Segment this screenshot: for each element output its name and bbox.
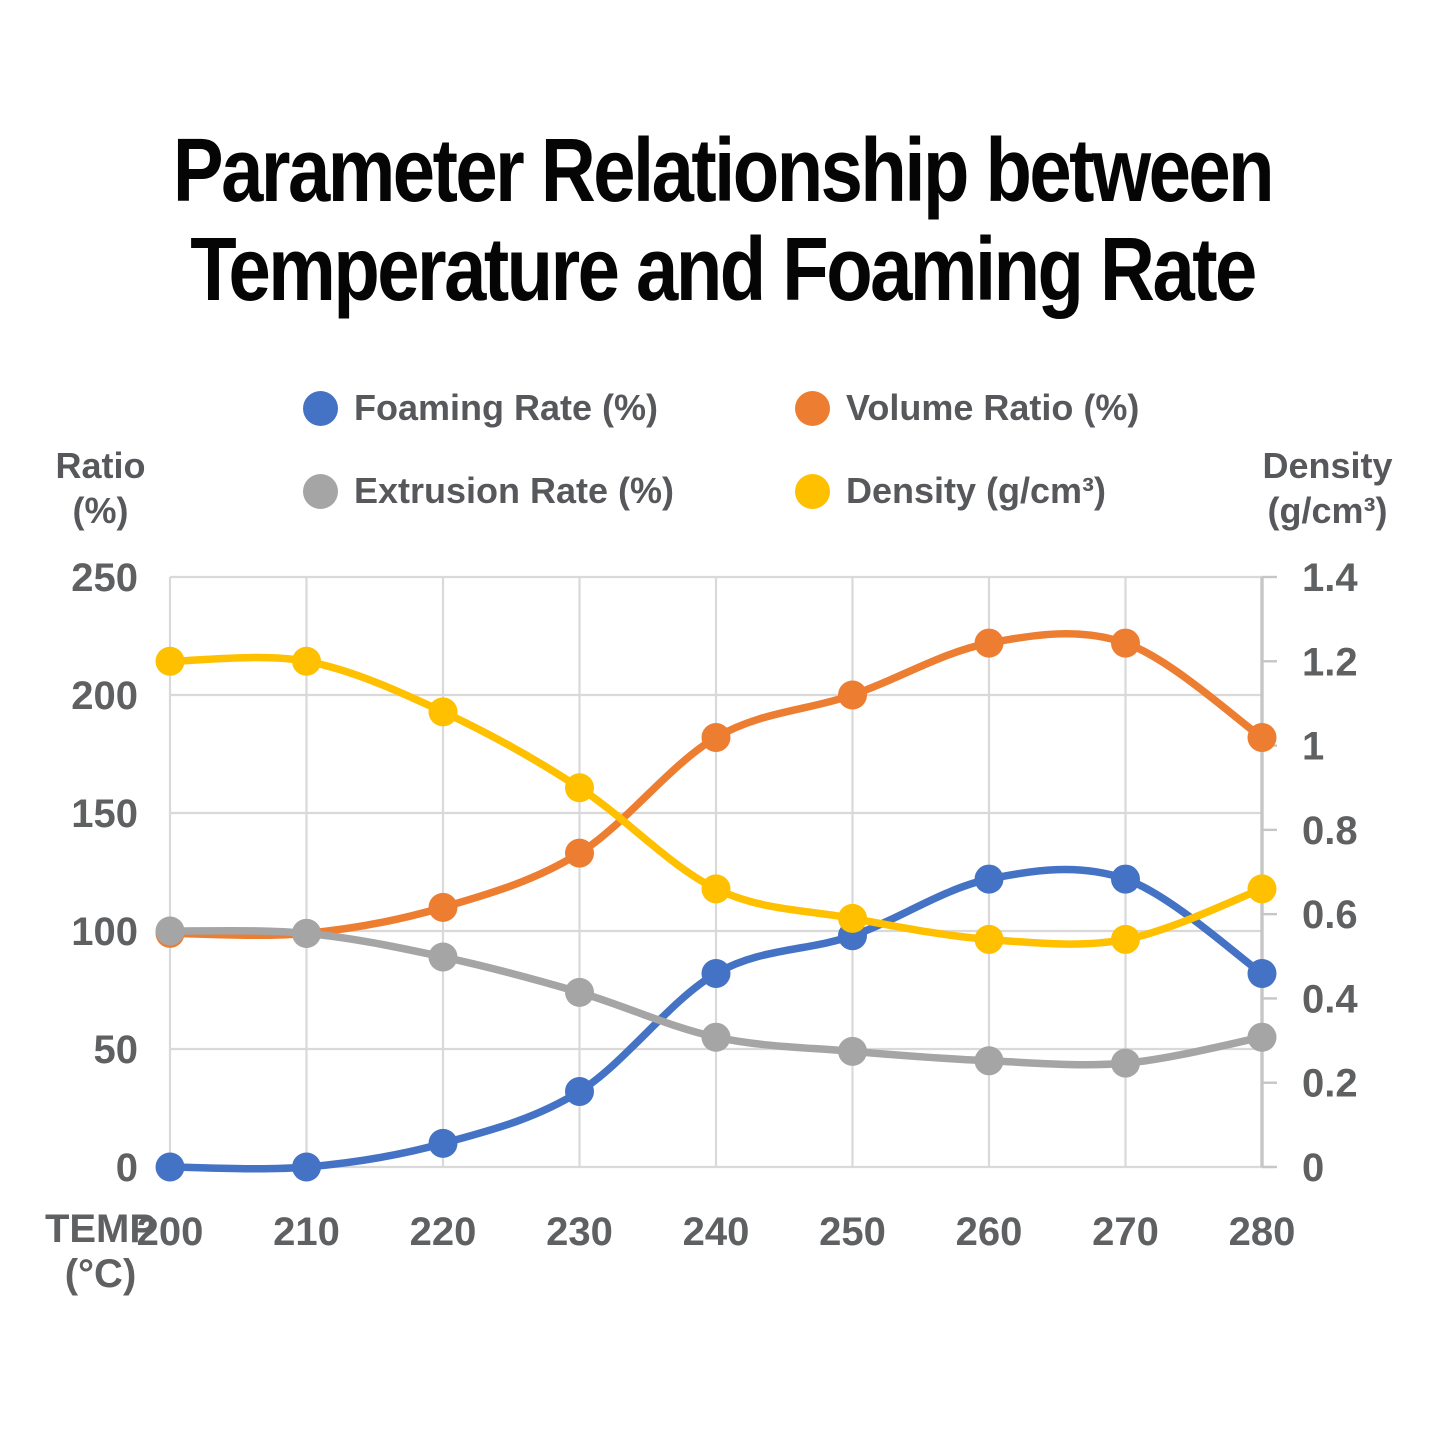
chart-title-line1: Parameter Relationship between [172, 120, 1275, 222]
series-point-foaming-rate [1247, 958, 1277, 988]
legend-item-volume-ratio: Volume Ratio (%) [795, 387, 1139, 429]
series-point-density-g-cm [1111, 924, 1140, 954]
right-axis-title-line1: Density [1262, 445, 1393, 486]
legend-label-volume-ratio: Volume Ratio (%) [846, 387, 1140, 428]
series-point-extrusion-rate [1111, 1048, 1140, 1078]
legend-swatch-foaming-rate-icon [303, 390, 338, 426]
series-point-density-g-cm [428, 697, 458, 727]
series-point-volume-ratio [428, 892, 458, 922]
left-axis-tick-label: 0 [116, 1146, 138, 1190]
series-point-foaming-rate [155, 1152, 185, 1182]
legend-label-extrusion-rate: Extrusion Rate (%) [354, 470, 675, 511]
series-point-extrusion-rate [565, 977, 594, 1007]
left-axis-title: Ratio (%) [38, 443, 163, 533]
series-point-extrusion-rate [292, 918, 321, 948]
x-axis-tick-label: 260 [956, 1210, 1023, 1254]
legend-item-density: Density (g/cm³) [795, 470, 1106, 512]
series-point-foaming-rate [1111, 864, 1140, 894]
right-axis-tick-label: 1 [1302, 725, 1324, 769]
series-point-density-g-cm [155, 646, 185, 676]
series-point-density-g-cm [292, 646, 321, 676]
left-axis-tick-label: 200 [71, 674, 138, 718]
right-axis-tick-label: 1.4 [1302, 556, 1358, 600]
x-axis-tick-label: 240 [683, 1210, 750, 1254]
right-axis-tick-label: 0.2 [1302, 1062, 1358, 1106]
left-axis-title-line2: (%) [72, 490, 129, 531]
right-axis-title-line2: (g/cm³) [1267, 490, 1388, 531]
series-point-volume-ratio [701, 722, 731, 752]
series-point-foaming-rate [292, 1152, 321, 1182]
series-point-foaming-rate [701, 958, 731, 988]
legend-item-foaming-rate: Foaming Rate (%) [303, 387, 658, 429]
series-point-density-g-cm [974, 924, 1004, 954]
left-axis-tick-label: 250 [71, 556, 138, 600]
series-point-extrusion-rate [155, 916, 185, 946]
series-point-density-g-cm [565, 773, 594, 803]
series-point-extrusion-rate [428, 942, 458, 972]
series-point-foaming-rate [974, 864, 1004, 894]
series-point-extrusion-rate [974, 1046, 1004, 1076]
right-axis-tick-label: 0.8 [1302, 809, 1358, 853]
legend-label-foaming-rate: Foaming Rate (%) [354, 387, 659, 428]
legend-label-density: Density (g/cm³) [846, 470, 1107, 511]
x-axis-title-line1: TEMP [44, 1207, 157, 1251]
right-axis-tick-label: 0.6 [1302, 893, 1358, 937]
series-point-density-g-cm [1247, 874, 1277, 904]
series-point-foaming-rate [428, 1128, 458, 1158]
series-point-extrusion-rate [701, 1022, 731, 1052]
series-point-volume-ratio [1247, 722, 1277, 752]
right-axis-title: Density (g/cm³) [1255, 443, 1400, 533]
right-axis-tick-label: 0 [1302, 1146, 1324, 1190]
left-axis-tick-label: 100 [71, 910, 138, 954]
legend-swatch-extrusion-rate-icon [303, 473, 338, 509]
left-axis-tick-label: 50 [94, 1028, 139, 1072]
series-point-volume-ratio [974, 628, 1004, 658]
series-point-extrusion-rate [1247, 1022, 1277, 1052]
right-axis-tick-label: 1.2 [1302, 640, 1358, 684]
left-axis-title-line1: Ratio [55, 445, 146, 486]
x-axis-tick-label: 200 [137, 1210, 204, 1254]
x-axis-tick-label: 210 [273, 1210, 340, 1254]
chart-title-line2: Temperature and Foaming Rate [190, 219, 1257, 321]
x-axis-tick-label: 250 [819, 1210, 886, 1254]
right-axis-tick-label: 0.4 [1302, 977, 1358, 1021]
series-point-volume-ratio [838, 680, 867, 710]
x-axis-title-line2: (°C) [64, 1252, 137, 1296]
x-axis-tick-label: 270 [1092, 1210, 1159, 1254]
x-axis-tick-label: 220 [410, 1210, 477, 1254]
chart-title: Parameter Relationship between Temperatu… [0, 120, 1445, 321]
x-axis-tick-label: 280 [1229, 1210, 1296, 1254]
series-point-density-g-cm [701, 874, 731, 904]
left-axis-tick-label: 150 [71, 792, 138, 836]
series-point-density-g-cm [838, 903, 867, 933]
series-point-volume-ratio [565, 838, 594, 868]
x-axis-tick-label: 230 [546, 1210, 613, 1254]
series-point-foaming-rate [565, 1076, 594, 1106]
series-point-extrusion-rate [838, 1036, 867, 1066]
series-point-volume-ratio [1111, 628, 1140, 658]
legend-swatch-volume-ratio-icon [795, 390, 830, 426]
x-axis-title: TEMP (°C) [38, 1207, 163, 1297]
legend-item-extrusion-rate: Extrusion Rate (%) [303, 470, 674, 512]
legend-swatch-density-icon [795, 473, 830, 509]
